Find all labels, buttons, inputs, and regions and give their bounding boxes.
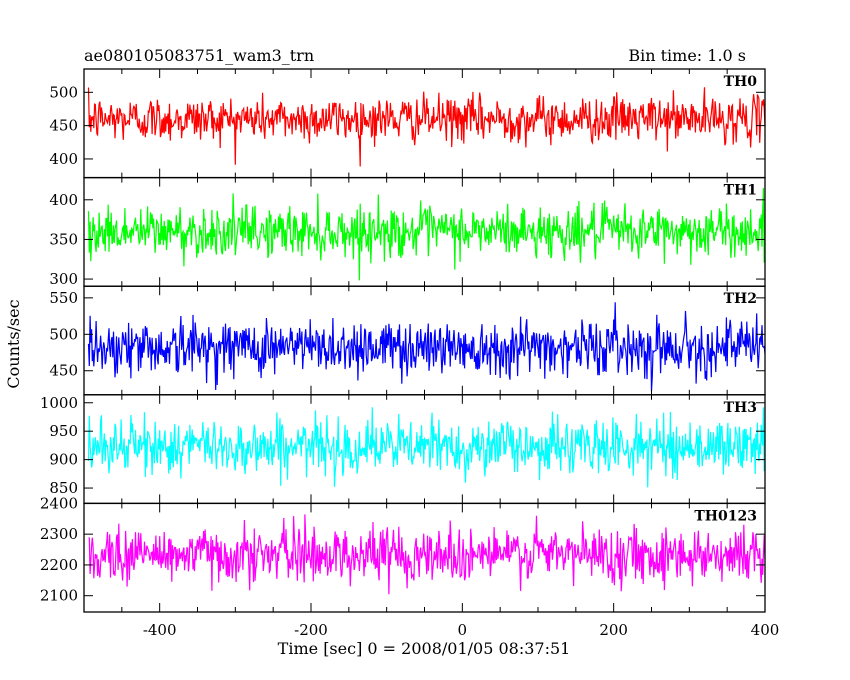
series-line-th0123 xyxy=(88,514,766,595)
y-tick-label: 350 xyxy=(49,230,78,248)
y-tick-label: 400 xyxy=(49,150,78,168)
y-tick-label: 400 xyxy=(49,191,78,209)
x-tick-label: 0 xyxy=(458,621,468,639)
panel-label-th0123: TH0123 xyxy=(694,508,757,524)
x-tick-label: -200 xyxy=(294,621,328,639)
chart-title: ae080105083751_wam3_trn xyxy=(84,46,314,65)
y-tick-label: 500 xyxy=(49,83,78,101)
panel-frame xyxy=(83,176,766,287)
panels-group: 400 450 500 TH0 300 350 400 TH1 450 500 550 TH2 850 9… xyxy=(40,68,780,639)
series-line-th3 xyxy=(87,407,766,488)
y-tick-label: 550 xyxy=(49,289,78,307)
panel-label-th0: TH0 xyxy=(724,74,758,90)
y-tick-label: 2100 xyxy=(40,587,78,605)
x-tick-label: 200 xyxy=(599,621,628,639)
y-tick-label: 500 xyxy=(49,325,78,343)
series-line-th2 xyxy=(87,302,766,392)
panel-th0123: 2100 2200 2300 2400 TH0123 xyxy=(40,494,766,613)
y-tick-label: 900 xyxy=(49,451,78,469)
y-tick-label: 2200 xyxy=(40,556,78,574)
bin-time-label: Bin time: 1.0 s xyxy=(628,46,746,65)
y-tick-label: 1000 xyxy=(40,394,78,412)
y-tick-label: 2400 xyxy=(40,494,78,512)
panel-label-th1: TH1 xyxy=(724,183,757,199)
series-line-th1 xyxy=(87,187,766,281)
y-tick-label: 300 xyxy=(49,270,78,288)
panel-label-th2: TH2 xyxy=(724,291,757,307)
y-tick-label: 850 xyxy=(49,479,78,497)
panel-th2: 450 500 550 TH2 xyxy=(49,285,766,396)
panel-th3: 850 900 950 1000 TH3 xyxy=(40,394,766,505)
y-tick-label: 450 xyxy=(49,117,78,135)
series-line-th0 xyxy=(87,87,766,167)
x-tick-label: -400 xyxy=(143,621,177,639)
panel-th0: 400 450 500 TH0 xyxy=(49,68,766,179)
panel-th1: 300 350 400 TH1 xyxy=(49,176,766,288)
x-tick-label: 400 xyxy=(751,621,780,639)
y-tick-label: 2300 xyxy=(40,525,78,543)
y-tick-label: 950 xyxy=(49,422,78,440)
x-axis-label: Time [sec] 0 = 2008/01/05 08:37:51 xyxy=(278,639,571,658)
y-axis-label: Counts/sec xyxy=(4,299,23,388)
panel-label-th3: TH3 xyxy=(724,400,757,416)
y-tick-label: 450 xyxy=(49,362,78,380)
